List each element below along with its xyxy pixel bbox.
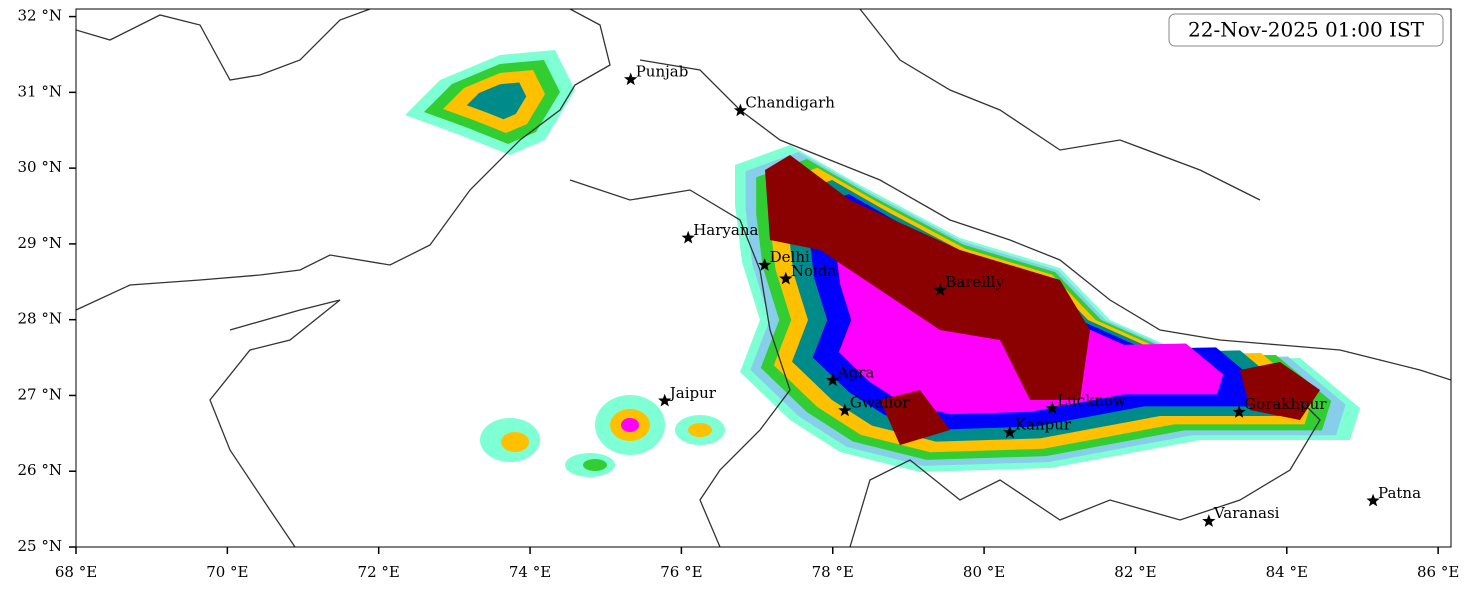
city-label: Varanasi [1213,504,1280,522]
city-label: Lucknow [1057,391,1126,409]
borders [76,9,1451,547]
x-tick-label: 86 °E [1417,563,1459,581]
city-label: Noida [791,262,837,280]
y-tick-label: 32 °N [18,7,62,25]
city-label: Patna [1378,484,1421,502]
y-tick-label: 26 °N [18,461,62,479]
x-tick-label: 82 °E [1114,563,1156,581]
city-label: Agra [837,363,875,381]
precip-main [735,145,1360,472]
x-tick-label: 68 °E [55,563,97,581]
city-marker [1232,405,1246,418]
city-label: Delhi [770,248,810,266]
city-marker [658,393,672,407]
city-marker [758,258,772,271]
x-tick-label: 72 °E [358,563,400,581]
y-tick-label: 27 °N [18,385,62,403]
x-tick-label: 70 °E [206,563,248,581]
city-label: Chandigarh [745,94,835,112]
city-label: Jaipur [668,384,717,402]
x-tick-label: 76 °E [660,563,702,581]
city-label: Haryana [693,221,758,239]
precip-small [480,395,725,477]
x-tick-label: 80 °E [963,563,1005,581]
y-tick-label: 31 °N [18,82,62,100]
timestamp-box [1168,13,1444,47]
y-tick-label: 30 °N [18,158,62,176]
x-tick-label: 74 °E [509,563,551,581]
city-marker [1366,493,1380,507]
city-marker [779,271,793,285]
city-marker [733,103,748,117]
city-label: Bareilly [945,273,1004,291]
city-marker [1003,425,1017,439]
plot-frame [75,8,1452,548]
city-label: Kanpur [1015,416,1072,434]
city-marker [1045,401,1059,414]
city-marker [1202,514,1216,527]
city-label: Punjab [636,62,689,80]
city-label: Gorakhpur [1244,395,1327,413]
city-label: Gwalior [850,394,910,412]
city-marker [681,230,695,244]
city-marker [933,283,947,296]
map-area [76,9,1451,547]
city-marker [624,72,638,86]
y-tick-label: 28 °N [18,310,62,328]
x-tick-label: 84 °E [1266,563,1308,581]
precip-nw [405,50,575,155]
timestamp: 22-Nov-2025 01:00 IST [1188,18,1425,42]
y-tick-label: 25 °N [18,537,62,555]
x-tick-label: 78 °E [812,563,854,581]
city-marker [826,373,840,386]
y-tick-label: 29 °N [18,234,62,252]
city-marker [838,403,852,417]
